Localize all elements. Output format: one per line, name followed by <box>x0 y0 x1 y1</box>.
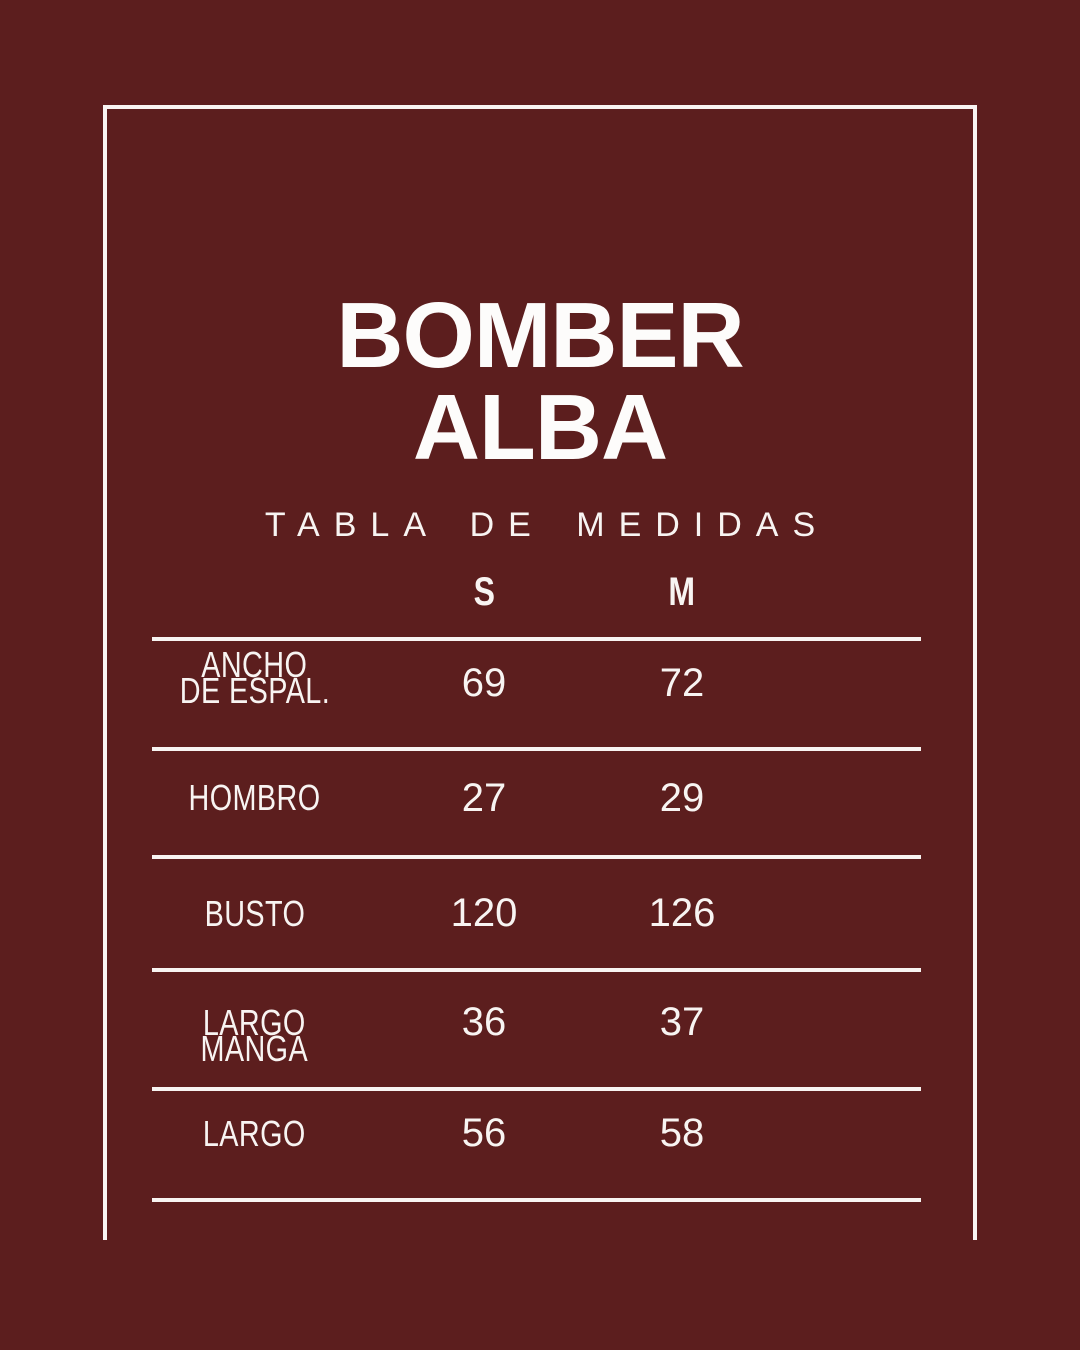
value-size-m: 37 <box>659 1000 705 1044</box>
table-subtitle: TABLA DE MEDIDAS <box>264 506 830 544</box>
row-label-line1: LARGO <box>203 1001 306 1043</box>
column-header-size-m: M <box>611 570 753 615</box>
row-label-line1: LARGO <box>203 1112 306 1154</box>
table-row-largo: LARGO 56 58 <box>152 1091 921 1202</box>
table-row-hombro: HOMBRO 27 29 <box>152 751 921 859</box>
value-size-s: 120 <box>450 891 518 935</box>
product-title-line1: BOMBER <box>336 283 744 387</box>
table-row-largo-manga: LARGO MANGA 36 37 <box>152 972 921 1091</box>
value-size-m: 72 <box>659 660 705 705</box>
row-label-line2: MANGA <box>200 1027 309 1069</box>
row-label: HOMBRO <box>152 777 357 818</box>
column-header-size-s: S <box>357 570 611 615</box>
border-frame <box>103 105 977 1240</box>
table-row-busto: BUSTO 120 126 <box>152 859 921 972</box>
row-label-line1: ANCHO <box>201 644 308 685</box>
value-size-s: 27 <box>461 775 507 820</box>
column-header-size-m-label: M <box>668 570 696 614</box>
product-title-line2: ALBA <box>412 375 668 479</box>
row-label-line1: BUSTO <box>204 892 305 934</box>
value-size-s: 56 <box>461 1111 507 1155</box>
value-size-m: 126 <box>648 891 716 935</box>
column-header-size-s-label: S <box>473 570 495 614</box>
value-size-s: 36 <box>461 1000 507 1044</box>
row-label: BUSTO <box>152 892 357 934</box>
table-row-ancho-de-espalda: ANCHO DE ESPAL. 69 72 <box>152 641 921 751</box>
measurement-table: S M ANCHO DE ESPAL. 69 72 HOMBRO 27 29 <box>152 548 921 1202</box>
row-label: ANCHO DE ESPAL. <box>152 644 357 711</box>
product-title: BOMBER ALBA <box>0 283 1080 479</box>
row-label: LARGO MANGA <box>152 1001 357 1069</box>
table-header-row: S M <box>152 548 921 641</box>
value-size-m: 29 <box>659 775 705 820</box>
value-size-m: 58 <box>659 1111 705 1155</box>
value-size-s: 69 <box>461 660 507 705</box>
row-label-line1: HOMBRO <box>188 777 321 818</box>
row-label-line2: DE ESPAL. <box>179 670 330 711</box>
row-label: LARGO <box>152 1112 357 1154</box>
